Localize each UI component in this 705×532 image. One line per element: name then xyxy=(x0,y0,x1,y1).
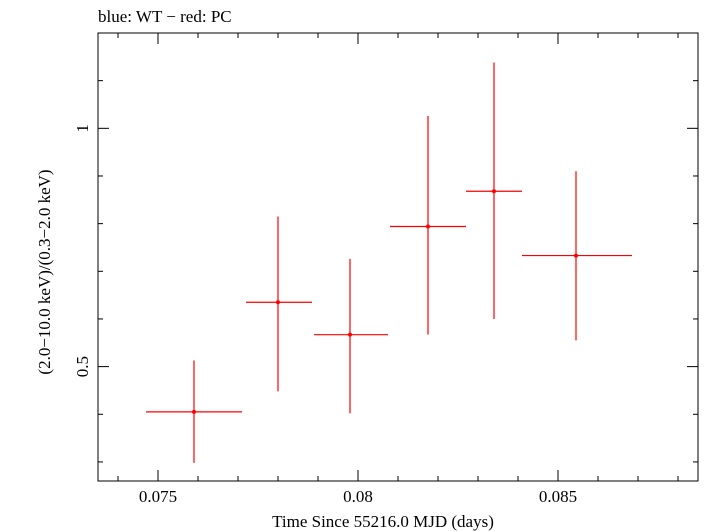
data-point xyxy=(146,360,242,463)
x-tick-label: 0.08 xyxy=(343,487,373,506)
point-marker xyxy=(276,300,280,305)
point-marker xyxy=(348,332,352,337)
tick-labels: 0.075 0.08 0.085 0.5 1 xyxy=(73,124,577,506)
y-tick-label: 1 xyxy=(73,124,92,133)
data-point xyxy=(246,216,312,392)
point-marker xyxy=(492,189,496,194)
data-point xyxy=(314,258,388,414)
point-marker xyxy=(192,409,196,414)
point-marker xyxy=(426,224,430,229)
plot-frame xyxy=(97,32,699,482)
data-point xyxy=(390,115,466,335)
chart-title: blue: WT − red: PC xyxy=(98,7,232,26)
axis-ticks xyxy=(98,32,698,481)
x-tick-label: 0.075 xyxy=(139,487,177,506)
x-tick-label: 0.085 xyxy=(539,487,577,506)
data-points xyxy=(146,62,632,463)
x-axis-label: Time Since 55216.0 MJD (days) xyxy=(272,512,494,531)
data-point xyxy=(522,171,632,341)
y-axis-label: (2.0−10.0 keV)/(0.3−2.0 keV) xyxy=(35,169,54,374)
point-marker xyxy=(574,253,578,258)
y-tick-label: 0.5 xyxy=(73,356,92,377)
data-point xyxy=(466,62,522,319)
